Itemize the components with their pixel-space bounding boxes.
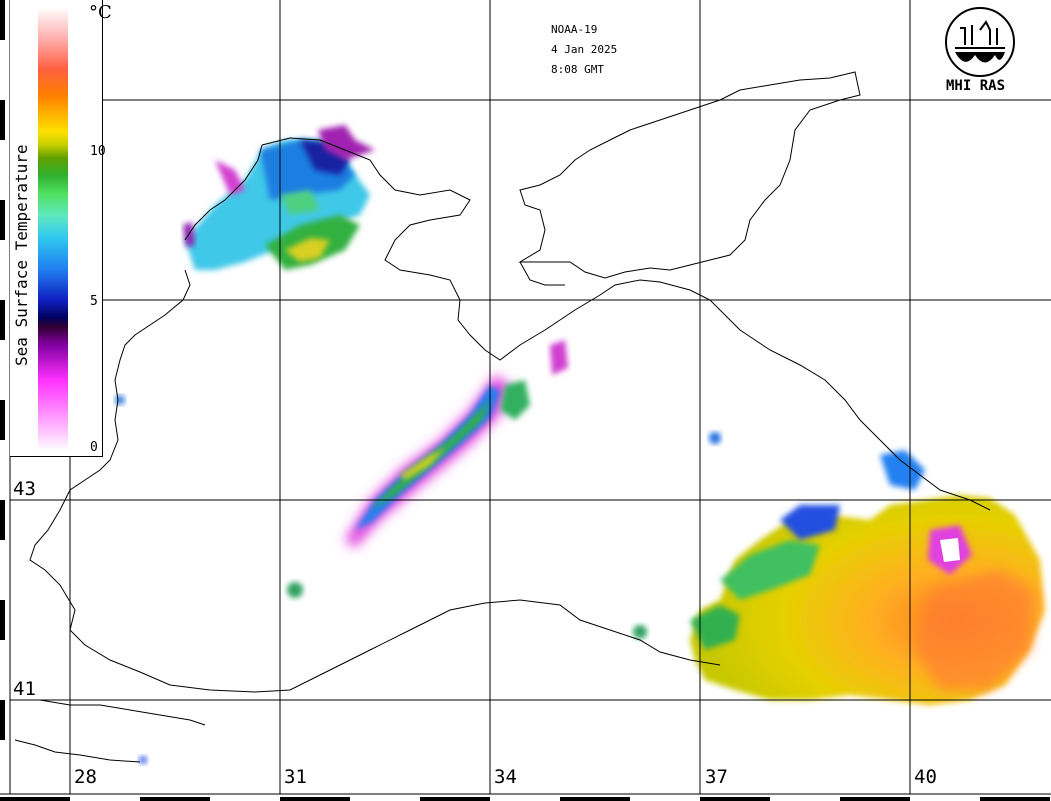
legend: °C 10 5 0 bbox=[10, 0, 112, 457]
legend-tick-10: 10 bbox=[90, 144, 106, 159]
graticule bbox=[10, 0, 1051, 795]
legend-unit: °C bbox=[89, 2, 112, 23]
latitude-label-41: 41 bbox=[13, 678, 36, 700]
sst-southeast-warm-region bbox=[690, 450, 1045, 705]
longitude-label-40: 40 bbox=[914, 766, 937, 788]
logo-text: MHI RAS bbox=[946, 78, 1006, 94]
longitude-label-37: 37 bbox=[705, 766, 728, 788]
image-time: 8:08 GMT bbox=[551, 63, 604, 76]
legend-title: Sea Surface Temperature bbox=[12, 144, 31, 366]
longitude-label-31: 31 bbox=[284, 766, 307, 788]
left-scale-border bbox=[0, 0, 11, 801]
latitude-label-43: 43 bbox=[13, 478, 36, 500]
longitude-label-28: 28 bbox=[74, 766, 97, 788]
coastline bbox=[10, 71, 991, 763]
legend-tick-0: 0 bbox=[90, 440, 98, 455]
image-date: 4 Jan 2025 bbox=[551, 43, 618, 56]
longitude-label-34: 34 bbox=[494, 766, 517, 788]
sst-small-spots bbox=[115, 395, 721, 764]
sst-central-streak bbox=[345, 340, 568, 548]
legend-tick-5: 5 bbox=[90, 294, 98, 309]
bottom-scale-border bbox=[0, 793, 1051, 801]
mhi-ras-wave-logo bbox=[945, 7, 1015, 77]
satellite-name: NOAA-19 bbox=[551, 23, 598, 36]
sst-northwest-patch bbox=[183, 125, 375, 270]
legend-colorbar bbox=[38, 7, 68, 451]
